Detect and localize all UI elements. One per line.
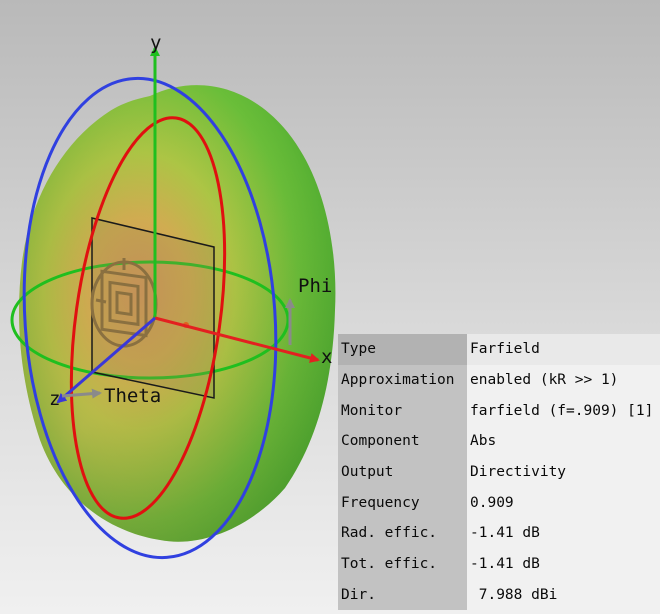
info-row-tot-effic: Tot. effic. -1.41 dB [338,549,660,580]
info-key: Dir. [338,580,467,611]
info-row-component: Component Abs [338,426,660,457]
info-row-dir: Dir. 7.988 dBi [338,580,660,611]
z-axis-label: z [49,390,60,409]
info-key: Monitor [338,395,467,426]
info-key: Output [338,457,467,488]
info-key: Tot. effic. [338,549,467,580]
info-row-rad-effic: Rad. effic. -1.41 dB [338,518,660,549]
info-value: 7.988 dBi [467,580,660,611]
x-axis-label: x [321,348,332,367]
info-value: -1.41 dB [467,518,660,549]
info-value: -1.41 dB [467,549,660,580]
info-value: Abs [467,426,660,457]
info-key: Component [338,426,467,457]
phi-label: Phi [298,277,332,296]
info-row-frequency: Frequency 0.909 [338,487,660,518]
info-value: enabled (kR >> 1) [467,365,660,396]
y-axis-label: y [150,34,161,53]
info-row-approximation: Approximation enabled (kR >> 1) [338,365,660,396]
info-key: Type [338,334,467,365]
result-info-table: Type Farfield Approximation enabled (kR … [338,334,660,610]
info-row-type: Type Farfield [338,334,660,365]
info-key: Approximation [338,365,467,396]
info-value: Directivity [467,457,660,488]
info-key: Rad. effic. [338,518,467,549]
info-row-output: Output Directivity [338,457,660,488]
info-value: farfield (f=.909) [1] [467,395,660,426]
info-key: Frequency [338,487,467,518]
info-value: Farfield [467,334,660,365]
info-row-monitor: Monitor farfield (f=.909) [1] [338,395,660,426]
info-value: 0.909 [467,487,660,518]
theta-label: Theta [104,387,161,406]
